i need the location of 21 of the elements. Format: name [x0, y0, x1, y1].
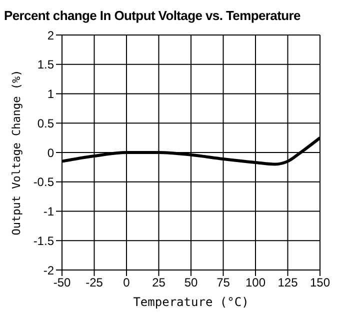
x-tick-label: 125 [278, 276, 298, 290]
y-tick-label: 0 [47, 146, 54, 160]
y-tick-label: -1.5 [33, 234, 54, 248]
x-tick-label: 0 [123, 276, 130, 290]
y-tick-label: 2 [47, 28, 54, 42]
y-tick-label: 1 [47, 87, 54, 102]
x-tick-label: 50 [184, 276, 198, 290]
chart-title: Percent change In Output Voltage vs. Temperature [4, 8, 302, 23]
x-tick-label: 100 [245, 276, 266, 290]
x-tick-label: 25 [152, 276, 166, 290]
x-tick-label: -50 [53, 276, 71, 290]
y-tick-label: 1.5 [37, 58, 54, 72]
x-axis-title: Temperature (°C) [133, 295, 249, 309]
x-tick-label: -25 [86, 276, 104, 290]
x-tick-label: 75 [216, 276, 230, 290]
y-tick-label: -2 [43, 263, 54, 278]
y-tick-label: 0.5 [37, 116, 54, 130]
y-tick-label: -1 [43, 204, 54, 219]
y-tick-label: -0.5 [33, 175, 54, 190]
y-axis-title: Output Voltage Change (%) [10, 70, 23, 236]
x-tick-label: 150 [310, 276, 330, 290]
